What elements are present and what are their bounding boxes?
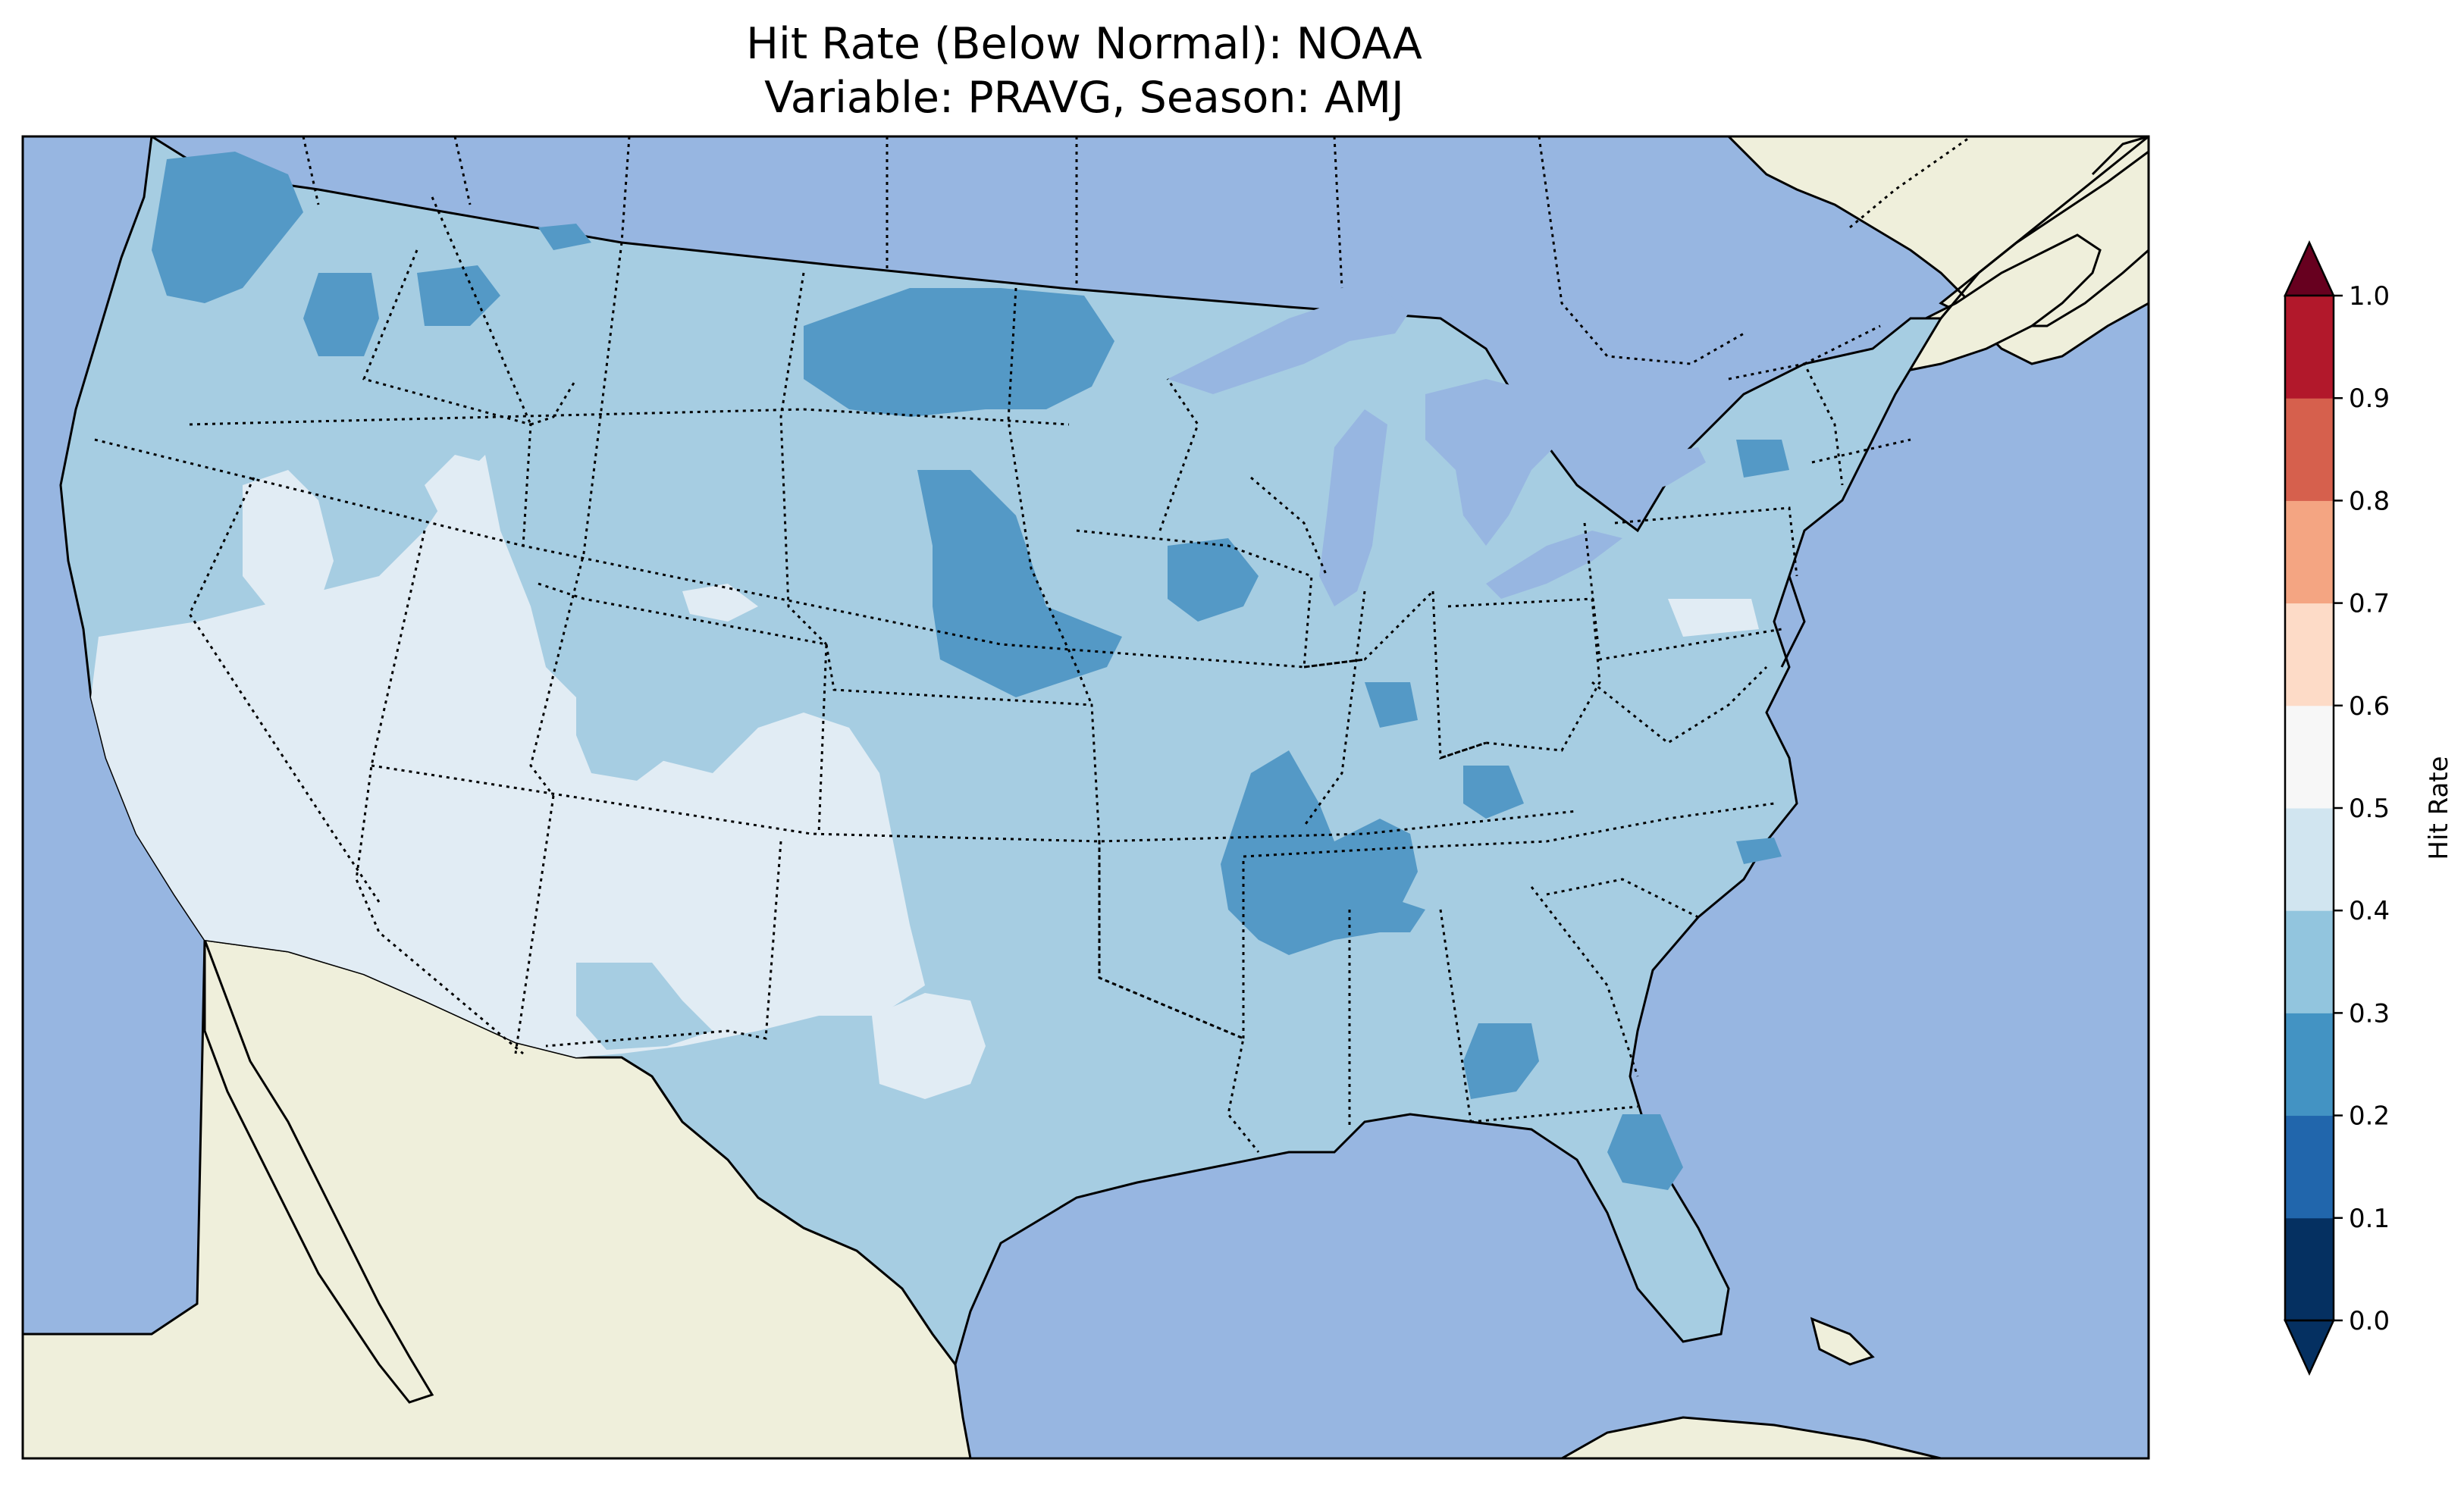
figure-title-line-1: Hit Rate (Below Normal): NOAA: [746, 19, 1422, 69]
band-0.2-0.3-nebraska: [917, 470, 1122, 697]
band-0.2-0.3-idaho-montana: [417, 265, 500, 326]
map-frame: [21, 135, 2150, 1460]
colorbar-tick-label: 0.7: [2349, 589, 2390, 619]
cuba-land: [1810, 1317, 1875, 1366]
band-0.4-0.5-nevada-north: [243, 470, 334, 614]
band-0.3-0.4-utah-patch: [576, 682, 667, 781]
colorbar-tick-label: 0.6: [2349, 691, 2390, 722]
colorbar-tick-label: 0.3: [2349, 998, 2390, 1029]
colorbar-over-triangle: [2284, 240, 2335, 297]
band-0.2-0.3-oregon-idaho: [303, 273, 379, 356]
coastline-accents: [1780, 136, 2149, 668]
canada-lake-2: [989, 144, 1024, 189]
band-0.4-0.5-pennsylvania: [1668, 599, 1759, 637]
colorbar-bin: [2285, 1217, 2334, 1321]
colorbar-under-triangle: [2284, 1319, 2335, 1377]
colorbar-bin: [2285, 1115, 2334, 1219]
band-0.2-0.3-kentucky: [1463, 766, 1524, 819]
canada-lake-1: [933, 136, 1001, 197]
south-land-strip: [1559, 1416, 1942, 1458]
lake-superior: [1168, 288, 1410, 394]
colorbar-bin: [2285, 910, 2334, 1013]
canada-lake-3: [1039, 152, 1061, 197]
colorbar-tick-label: 1.0: [2349, 281, 2390, 312]
band-0.4-0.5-idaho: [425, 455, 485, 546]
colorbar-tick-label: 0.4: [2349, 896, 2390, 926]
colorbar-tick-label: 0.0: [2349, 1306, 2390, 1336]
band-0.2-0.3-midsouth: [1221, 750, 1425, 955]
colorbar-bin: [2285, 603, 2334, 706]
band-0.2-0.3-florida: [1607, 1114, 1683, 1190]
band-0.2-0.3-iowa: [1168, 538, 1259, 622]
lake-huron: [1425, 379, 1562, 546]
band-0.2-0.3-washington: [152, 152, 303, 303]
colorbar-tick-label: 0.9: [2349, 384, 2390, 414]
colorbar-tick-label: 0.5: [2349, 794, 2390, 824]
lake-ontario: [1607, 447, 1706, 500]
colorbar-bin: [2285, 705, 2334, 809]
band-0.2-0.3-dakotas: [804, 288, 1114, 417]
band-0.3-0.4-southwest-patch: [576, 963, 713, 1050]
band-0.2-0.3-north-carolina: [1736, 838, 1782, 864]
colorbar-bin: [2285, 500, 2334, 604]
colorbar-tick-label: 0.1: [2349, 1204, 2390, 1234]
band-0.2-0.3-new-york: [1736, 440, 1789, 478]
colorbar-bin: [2285, 398, 2334, 501]
colorbar-label: Hit Rate: [2424, 756, 2454, 860]
colorbar-tick-label: 0.8: [2349, 486, 2390, 516]
international-borders: [302, 136, 1972, 365]
band-0.2-0.3-montana-west: [538, 224, 591, 250]
colorbar-bin: [2285, 808, 2334, 911]
colorbar-bin: [2285, 1013, 2334, 1117]
colorbar-tick-label: 0.2: [2349, 1101, 2390, 1132]
band-0.4-0.5-texas: [872, 993, 986, 1099]
band-0.2-0.3-alabama: [1463, 1023, 1539, 1099]
state-borders: [94, 196, 1911, 1153]
band-0.2-0.3-illinois: [1365, 682, 1418, 728]
map-panel: [23, 136, 2149, 1458]
colorbar-bins: [2285, 296, 2334, 1321]
colorbar-ticks: 0.0 0.1 0.2 0.3 0.4 0.5 0.6 0.7 0.8 0.9 1.0: [2334, 281, 2390, 1336]
colorbar-bin: [2285, 296, 2334, 399]
figure-title-line-2: Variable: PRAVG, Season: AMJ: [764, 73, 1404, 123]
baja-california-land: [203, 939, 434, 1404]
colorbar: 0.0 0.1 0.2 0.3 0.4 0.5 0.6 0.7 0.8 0.9 1.0 Hit Ra…: [2284, 240, 2454, 1377]
lake-michigan: [1319, 409, 1387, 606]
band-0.4-0.5-colorado: [682, 584, 758, 622]
